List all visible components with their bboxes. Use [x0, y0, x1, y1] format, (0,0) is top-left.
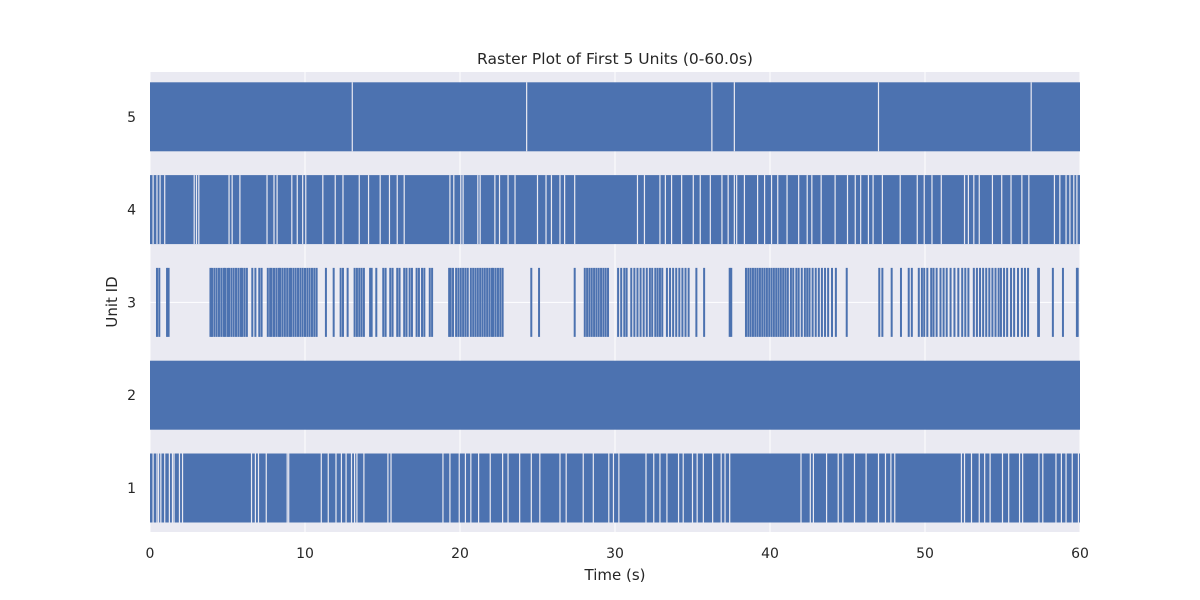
y-tick-label: 3	[127, 295, 136, 311]
x-tick-label: 0	[146, 546, 155, 562]
x-tick-label: 10	[296, 546, 314, 562]
x-tick-labels: 0 10 20 30 40 50 60	[146, 546, 1089, 562]
unit-2-spike-train	[150, 360, 1080, 430]
x-tick-label: 60	[1071, 546, 1089, 562]
y-tick-labels: 1 2 3 4 5	[127, 110, 136, 497]
unit-3-spike-train	[155, 267, 1079, 337]
y-tick-label: 5	[127, 110, 136, 126]
x-tick-label: 40	[761, 546, 779, 562]
spike-trains	[150, 82, 1080, 523]
unit-4-spike-band	[150, 175, 1080, 245]
x-tick-label: 20	[451, 546, 469, 562]
unit-2-spike-band	[150, 360, 1080, 430]
y-tick-label: 4	[127, 203, 136, 219]
y-tick-label: 2	[127, 388, 136, 404]
x-axis-label: Time (s)	[584, 566, 646, 584]
chart-title: Raster Plot of First 5 Units (0-60.0s)	[477, 50, 753, 68]
x-tick-label: 30	[606, 546, 624, 562]
y-tick-label: 1	[127, 481, 136, 497]
unit-4-spike-train	[150, 175, 1080, 245]
x-tick-label: 50	[916, 546, 934, 562]
unit-1-spike-band	[150, 453, 1080, 523]
unit-5-spike-train	[150, 82, 1080, 152]
unit-5-spike-band	[150, 82, 1080, 152]
unit-1-spike-train	[150, 453, 1080, 523]
y-axis-label: Unit ID	[103, 276, 121, 327]
